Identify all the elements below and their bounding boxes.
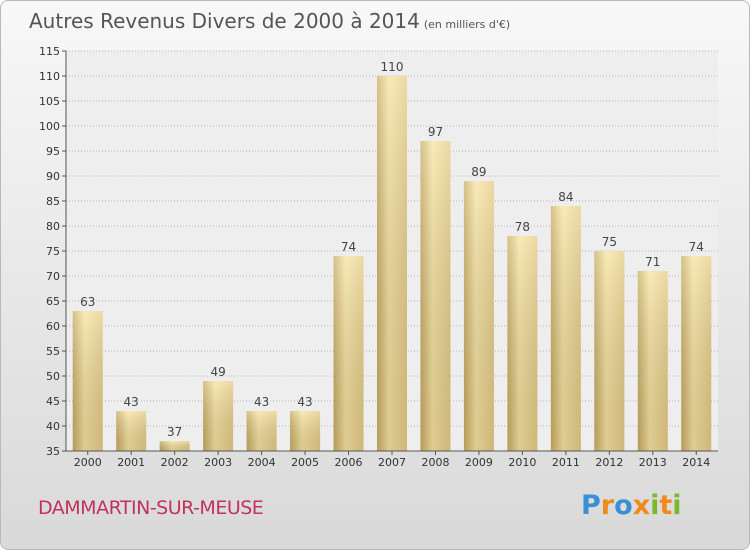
logo-letter: o bbox=[614, 490, 633, 521]
y-tick-label: 65 bbox=[46, 295, 60, 308]
bar-shade-2012 bbox=[594, 251, 625, 451]
proxiti-logo: Proxiti bbox=[581, 490, 682, 521]
data-label-2003: 49 bbox=[210, 365, 225, 379]
y-tick-label: 70 bbox=[46, 270, 60, 283]
y-tick-label: 50 bbox=[46, 370, 60, 383]
y-tick-label: 105 bbox=[39, 95, 60, 108]
data-label-2008: 97 bbox=[428, 125, 443, 139]
bar-shade-2013 bbox=[637, 271, 668, 451]
x-tick-label-2014: 2014 bbox=[682, 456, 710, 469]
data-label-2006: 74 bbox=[341, 240, 356, 254]
chart-title-text: Autres Revenus Divers de 2000 à 2014 bbox=[29, 9, 420, 33]
x-tick-label-2006: 2006 bbox=[335, 456, 363, 469]
logo-letter: x bbox=[632, 490, 651, 521]
data-label-2010: 78 bbox=[515, 220, 530, 234]
data-label-2000: 63 bbox=[80, 295, 95, 309]
y-tick-label: 85 bbox=[46, 195, 60, 208]
x-tick-label-2003: 2003 bbox=[204, 456, 232, 469]
x-tick-label-2012: 2012 bbox=[595, 456, 623, 469]
bar-shade-2000 bbox=[72, 311, 103, 451]
y-tick-label: 80 bbox=[46, 220, 60, 233]
chart-subtitle: (en milliers d'€) bbox=[423, 18, 511, 31]
chart-title: Autres Revenus Divers de 2000 à 2014 (en … bbox=[29, 9, 510, 33]
x-tick-label-2007: 2007 bbox=[378, 456, 406, 469]
logo-letter: P bbox=[581, 490, 601, 521]
bar-shade-2014 bbox=[681, 256, 712, 451]
data-label-2005: 43 bbox=[297, 395, 312, 409]
bar-shade-2006 bbox=[333, 256, 364, 451]
bar-shade-2007 bbox=[377, 76, 407, 451]
x-tick-label-2004: 2004 bbox=[248, 456, 276, 469]
x-tick-label-2010: 2010 bbox=[508, 456, 536, 469]
x-tick-label-2008: 2008 bbox=[421, 456, 449, 469]
commune-name: DAMMARTIN-SUR-MEUSE bbox=[38, 497, 264, 519]
data-label-2002: 37 bbox=[167, 425, 182, 439]
y-tick-label: 40 bbox=[46, 420, 60, 433]
bar-shade-2003 bbox=[203, 381, 234, 451]
bar-shade-2010 bbox=[507, 236, 538, 451]
data-label-2007: 110 bbox=[381, 60, 404, 74]
y-tick-label: 90 bbox=[46, 170, 60, 183]
x-tick-label-2000: 2000 bbox=[74, 456, 102, 469]
y-tick-label: 55 bbox=[46, 345, 60, 358]
data-label-2009: 89 bbox=[471, 165, 486, 179]
plot-area: 35 40 45 50 55 60 65 70 75 80 85 90 95 100 105 110 115 63… bbox=[39, 45, 718, 469]
y-tick-label: 115 bbox=[39, 45, 60, 58]
data-label-2014: 74 bbox=[689, 240, 704, 254]
bar-shade-2005 bbox=[290, 411, 321, 451]
logo-letter: t bbox=[659, 490, 673, 521]
data-label-2011: 84 bbox=[558, 190, 573, 204]
bar-shade-2004 bbox=[246, 411, 277, 451]
data-label-2001: 43 bbox=[124, 395, 139, 409]
bar-shade-2008 bbox=[420, 141, 451, 451]
bar-shade-2001 bbox=[116, 411, 147, 451]
logo-letter: i bbox=[650, 490, 660, 521]
x-tick-label-2002: 2002 bbox=[161, 456, 189, 469]
y-tick-label: 100 bbox=[39, 120, 60, 133]
y-tick-label: 35 bbox=[46, 445, 60, 458]
data-label-2013: 71 bbox=[645, 255, 660, 269]
y-tick-label: 95 bbox=[46, 145, 60, 158]
data-label-2012: 75 bbox=[602, 235, 617, 249]
bar-shade-2011 bbox=[550, 206, 581, 451]
y-tick-label: 45 bbox=[46, 395, 60, 408]
x-tick-label-2009: 2009 bbox=[465, 456, 493, 469]
y-tick-label: 110 bbox=[39, 70, 60, 83]
x-tick-label-2011: 2011 bbox=[552, 456, 580, 469]
x-tick-label-2013: 2013 bbox=[639, 456, 667, 469]
x-tick-label-2001: 2001 bbox=[117, 456, 145, 469]
y-tick-label: 60 bbox=[46, 320, 60, 333]
bar-shade-2002 bbox=[159, 441, 190, 451]
bar-shade-2009 bbox=[463, 181, 494, 451]
data-label-2004: 43 bbox=[254, 395, 269, 409]
y-tick-label: 75 bbox=[46, 245, 60, 258]
x-tick-label-2005: 2005 bbox=[291, 456, 319, 469]
logo-letter: r bbox=[600, 490, 615, 521]
logo-letter: i bbox=[672, 490, 682, 521]
